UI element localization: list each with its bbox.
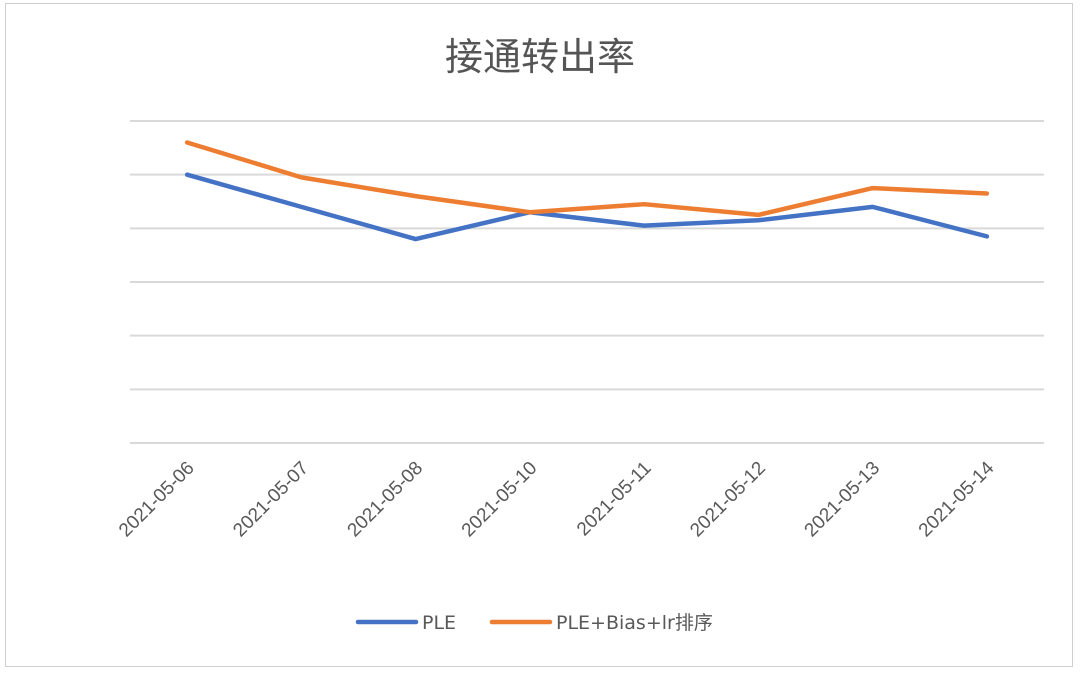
x-tick-label: 2021-05-10: [458, 458, 542, 542]
series-line-1: [184, 172, 990, 242]
series-lines: [184, 140, 990, 242]
legend-label-1: PLE: [422, 612, 456, 634]
legend-label-2: PLE+Bias+lr排序: [556, 612, 713, 634]
x-tick-label: 2021-05-07: [229, 458, 313, 542]
gridlines: [130, 120, 1044, 444]
x-axis-tick-labels: 2021-05-06 2021-05-07 2021-05-08 2021-05-10…: [115, 457, 999, 541]
x-tick-label: 2021-05-12: [686, 458, 770, 542]
legend: PLE PLE+Bias+lr排序: [355, 612, 713, 634]
x-tick-label: 2021-05-13: [801, 458, 885, 542]
x-tick-label: 2021-05-11: [573, 458, 656, 541]
x-tick-label: 2021-05-08: [344, 458, 428, 542]
chart-title: 接通转出率: [445, 35, 635, 79]
x-tick-label: 2021-05-14: [915, 457, 999, 541]
series-line-2: [184, 140, 990, 218]
x-tick-label: 2021-05-06: [115, 458, 199, 542]
